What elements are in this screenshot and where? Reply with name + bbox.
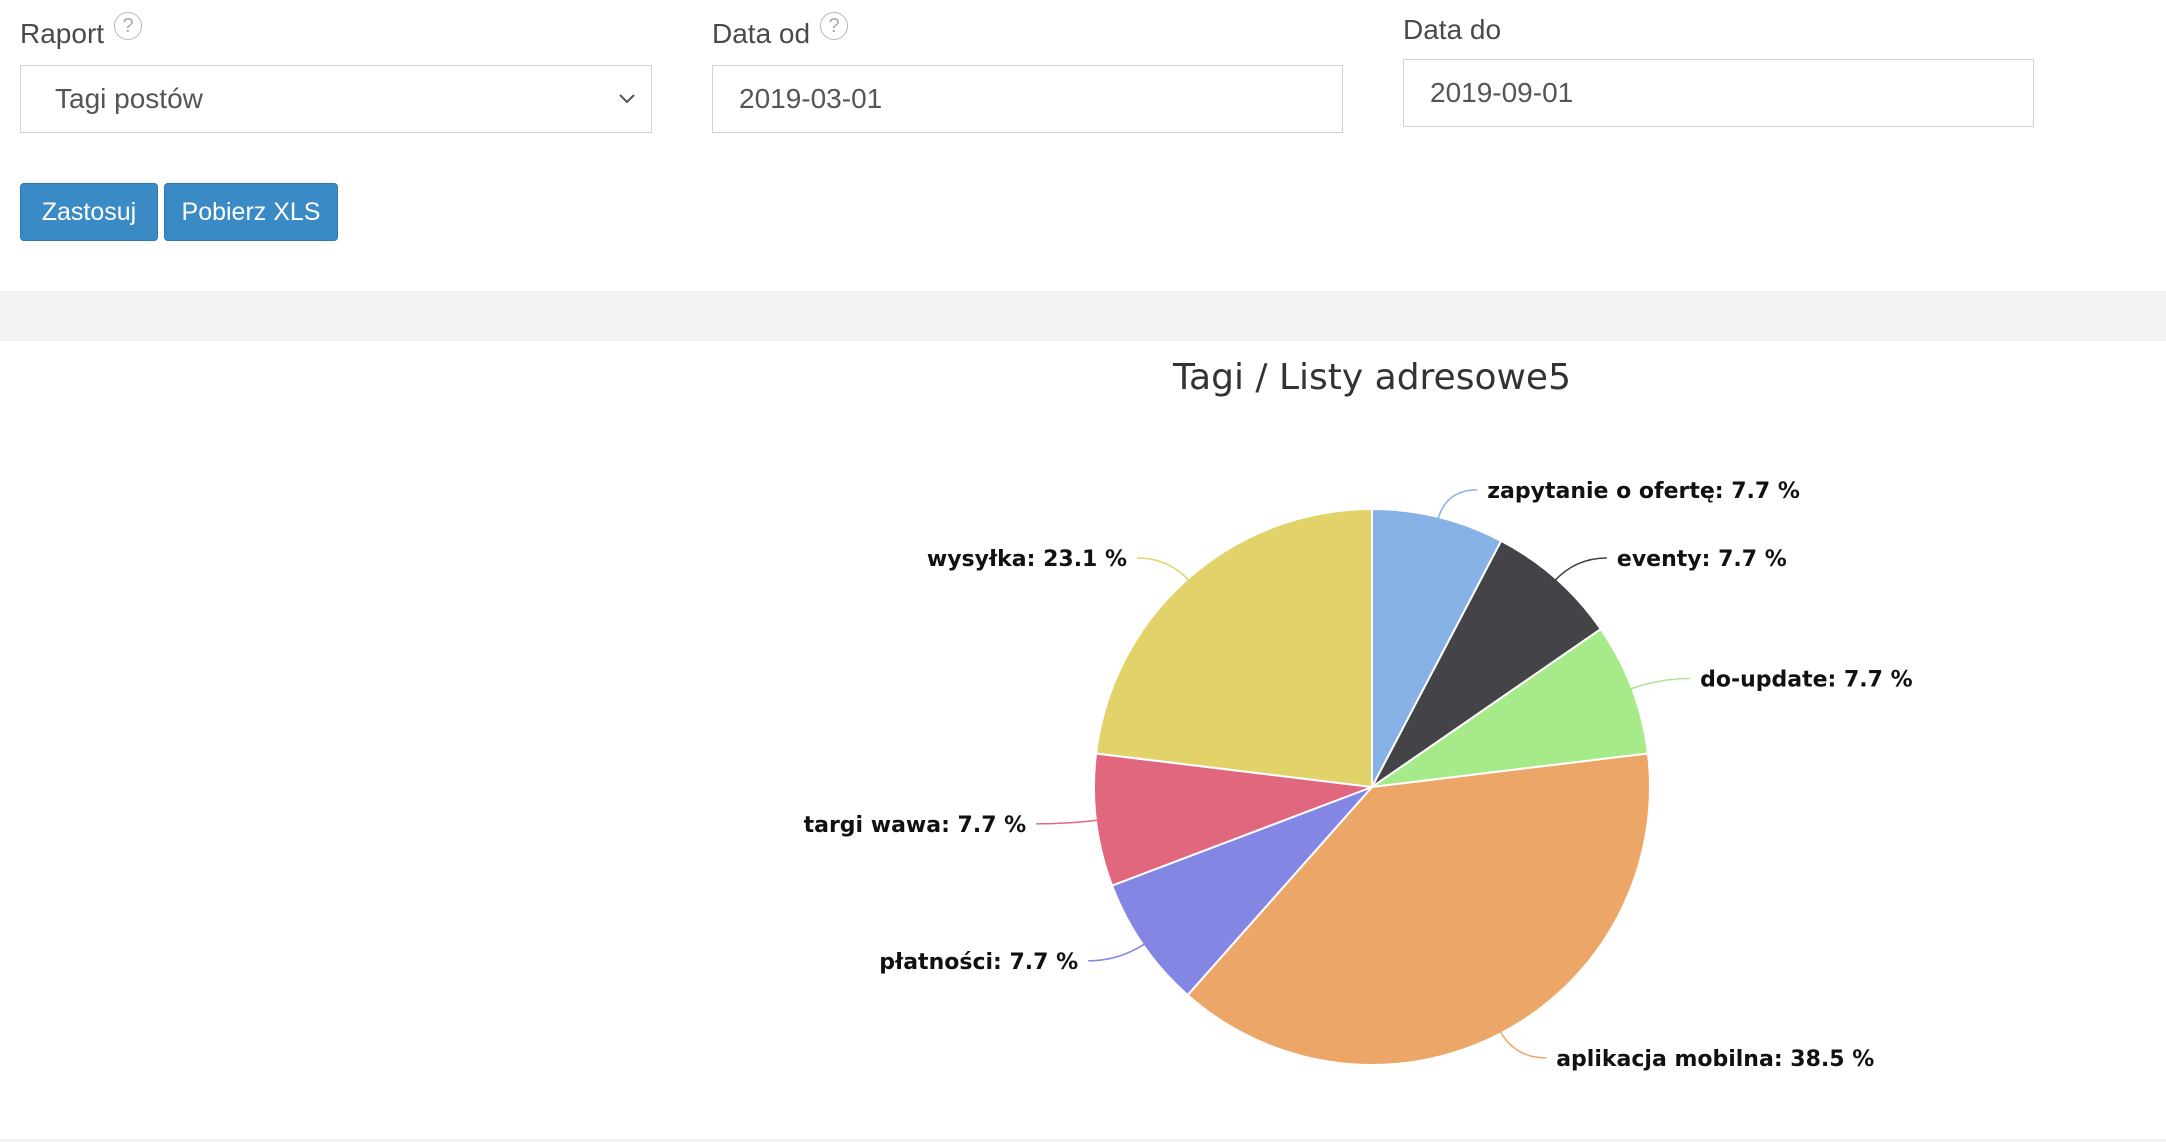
label-connector-platnosci — [1088, 942, 1147, 962]
help-icon[interactable]: ? — [820, 12, 849, 40]
date-from-value: 2019-03-01 — [739, 83, 883, 114]
date-from-label: Data od — [712, 18, 811, 49]
label-connector-wysylka — [1137, 557, 1191, 583]
data-label-targi-wawa: targi wawa: 7.7 % — [804, 813, 1027, 838]
bottom-divider — [0, 1139, 2166, 1142]
label-connector-targi-wawa — [1036, 819, 1101, 825]
data-label-wysylka: wysyłka: 23.1 % — [927, 547, 1127, 572]
label-connector-zapytanie-o-oferte — [1436, 489, 1478, 522]
report-select-value: Tagi postów — [55, 83, 203, 114]
data-label-zapytanie-o-oferte: zapytanie o ofertę: 7.7 % — [1487, 479, 1800, 504]
data-label-aplikacja-mobilna: aplikacja mobilna: 38.5 % — [1556, 1047, 1874, 1072]
pie-chart: Tagi / Listy adresowe5 zapytanie o ofert… — [804, 357, 1913, 1072]
chart-title: Tagi / Listy adresowe5 — [1172, 357, 1571, 398]
download-xls-button[interactable]: Pobierz XLS — [164, 183, 338, 241]
chevron-down-icon — [619, 94, 635, 104]
help-icon[interactable]: ? — [114, 12, 143, 40]
date-to-label: Data do — [1403, 14, 1502, 45]
report-label: Raport — [20, 18, 105, 49]
section-divider — [0, 291, 2166, 341]
label-connector-eventy — [1553, 557, 1607, 583]
report-field-label: Raport ? — [20, 12, 143, 50]
label-connector-aplikacja-mobilna — [1498, 1029, 1547, 1059]
date-to-input[interactable]: 2019-09-01 — [1403, 59, 2034, 127]
data-label-eventy: eventy: 7.7 % — [1617, 547, 1787, 572]
data-label-platnosci: płatności: 7.7 % — [879, 950, 1078, 975]
data-label-do-update: do-update: 7.7 % — [1700, 667, 1913, 692]
date-to-field-label: Data do — [1403, 14, 1501, 46]
date-to-value: 2019-09-01 — [1430, 77, 1574, 108]
report-select[interactable]: Tagi postów — [20, 65, 652, 133]
date-from-input[interactable]: 2019-03-01 — [712, 65, 1343, 133]
apply-button[interactable]: Zastosuj — [20, 183, 158, 241]
date-from-field-label: Data od ? — [712, 12, 849, 50]
pie-slice-wysylka[interactable] — [1094, 507, 1373, 789]
label-connector-do-update — [1627, 677, 1691, 691]
